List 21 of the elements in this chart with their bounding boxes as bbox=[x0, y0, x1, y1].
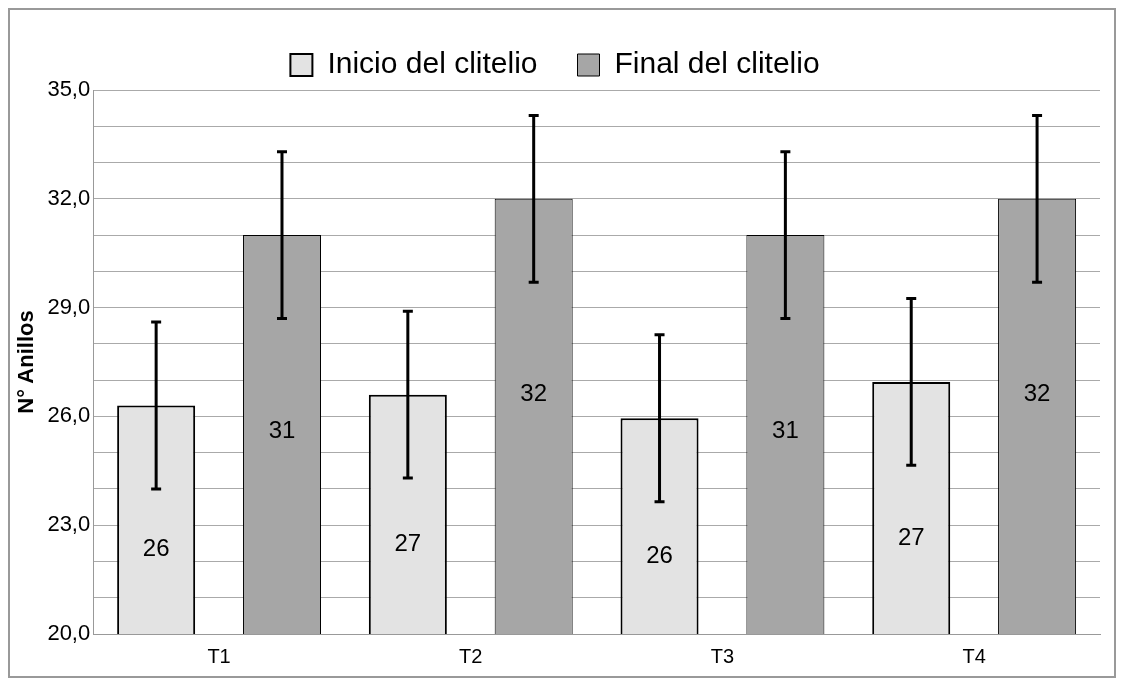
y-axis-title: N° Anillos bbox=[13, 310, 39, 414]
y-tick-label: 23,0 bbox=[47, 511, 91, 537]
legend-label: Final del clitelio bbox=[614, 46, 820, 80]
x-tick-label: T4 bbox=[962, 644, 986, 667]
data-label: 32 bbox=[520, 379, 548, 407]
y-tick-label: 29,0 bbox=[47, 293, 91, 319]
data-label: 31 bbox=[772, 415, 799, 443]
data-label: 26 bbox=[142, 534, 170, 562]
legend-label: Inicio del clitelio bbox=[327, 46, 538, 80]
y-tick-label: 32,0 bbox=[47, 184, 91, 210]
x-tick-label: T3 bbox=[710, 644, 735, 667]
y-tick-label: 26,0 bbox=[47, 402, 91, 428]
data-label: 27 bbox=[897, 522, 925, 550]
x-tick-label: T1 bbox=[207, 644, 231, 667]
data-label: 31 bbox=[268, 415, 296, 443]
data-label: 32 bbox=[1023, 379, 1051, 407]
y-tick-label: 35,0 bbox=[47, 76, 91, 102]
data-label: 26 bbox=[646, 540, 673, 568]
data-label: 27 bbox=[394, 528, 422, 556]
x-tick-label: T2 bbox=[459, 644, 483, 667]
y-tick-label: 20,0 bbox=[47, 620, 91, 646]
